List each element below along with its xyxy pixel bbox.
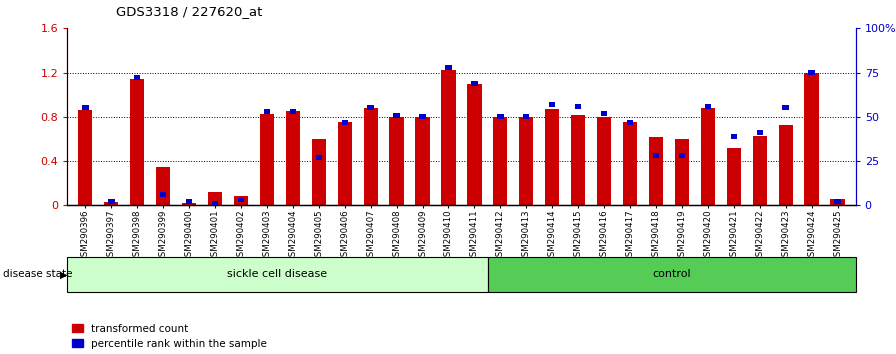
Bar <box>545 109 559 205</box>
Bar <box>104 202 118 205</box>
Bar <box>831 199 845 205</box>
Bar <box>468 84 481 205</box>
Text: GDS3318 / 227620_at: GDS3318 / 227620_at <box>116 5 263 18</box>
Text: sickle cell disease: sickle cell disease <box>228 269 328 279</box>
Bar <box>627 120 633 125</box>
Bar <box>416 117 430 205</box>
Bar <box>130 79 144 205</box>
Bar <box>727 148 741 205</box>
Bar <box>234 196 248 205</box>
Bar <box>260 114 274 205</box>
Bar <box>704 104 711 109</box>
Bar <box>341 120 348 125</box>
Bar <box>753 136 767 205</box>
Text: disease state: disease state <box>3 269 73 279</box>
Bar <box>445 65 452 70</box>
Bar <box>289 109 296 114</box>
Bar <box>571 115 585 205</box>
Bar <box>519 117 533 205</box>
Bar <box>185 199 193 204</box>
Bar <box>82 105 89 110</box>
Bar <box>442 70 455 205</box>
Bar <box>597 117 611 205</box>
Bar <box>367 105 374 110</box>
Bar <box>808 70 814 75</box>
Bar <box>338 122 352 205</box>
Bar <box>315 155 322 160</box>
Bar <box>497 114 504 119</box>
Bar <box>67 257 487 292</box>
Bar <box>649 137 663 205</box>
Bar <box>675 139 689 205</box>
Bar <box>263 109 270 114</box>
Bar <box>286 111 300 205</box>
Bar <box>678 153 685 158</box>
Bar <box>549 102 556 107</box>
Bar <box>182 203 196 205</box>
Bar <box>487 257 856 292</box>
Bar <box>156 167 170 205</box>
Bar <box>108 199 115 204</box>
Bar <box>312 139 326 205</box>
Bar <box>390 117 404 205</box>
Bar <box>78 110 92 205</box>
Bar <box>237 198 245 202</box>
Bar <box>779 125 793 205</box>
Bar <box>160 192 167 197</box>
Bar <box>805 73 819 205</box>
Text: ▶: ▶ <box>60 269 67 279</box>
Bar <box>601 111 607 116</box>
Bar <box>471 81 478 86</box>
Bar <box>653 153 659 158</box>
Bar <box>523 114 530 119</box>
Bar <box>623 122 637 205</box>
Bar <box>493 117 507 205</box>
Bar <box>730 134 737 139</box>
Legend: transformed count, percentile rank within the sample: transformed count, percentile rank withi… <box>73 324 267 349</box>
Bar <box>575 104 582 109</box>
Bar <box>756 130 762 135</box>
Text: control: control <box>652 269 691 279</box>
Bar <box>419 114 426 119</box>
Bar <box>393 113 400 118</box>
Bar <box>208 192 222 205</box>
Bar <box>701 108 715 205</box>
Bar <box>782 105 788 110</box>
Bar <box>211 201 219 206</box>
Bar <box>834 199 840 204</box>
Bar <box>134 75 141 80</box>
Bar <box>364 108 378 205</box>
